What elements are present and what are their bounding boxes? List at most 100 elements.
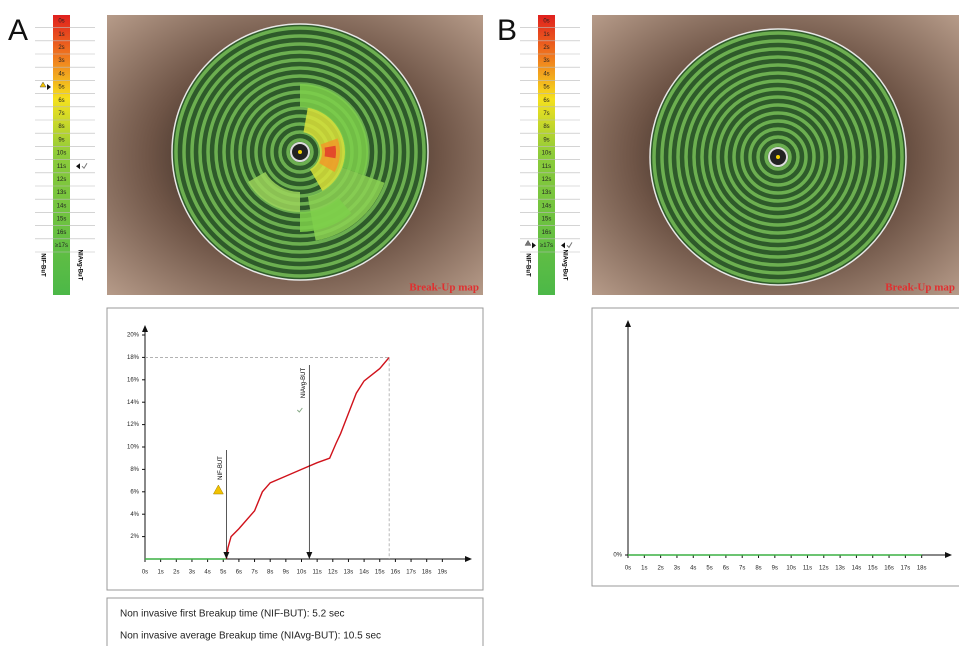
x-tick-label: 2s xyxy=(173,570,179,576)
scale-label: 15s xyxy=(57,217,67,223)
y-tick-label: 10% xyxy=(127,445,140,451)
x-tick-label: 4s xyxy=(690,566,696,572)
panel-label: B xyxy=(497,14,517,47)
x-tick-label: 15s xyxy=(375,570,385,576)
scale-label: 12s xyxy=(542,177,552,183)
scale-label: 6s xyxy=(58,98,64,104)
annotation-label: NIAvg-BUT xyxy=(301,368,307,399)
annotation-label: NIF-BUT xyxy=(218,456,224,480)
scale-label: 16s xyxy=(57,230,67,236)
panel-label: A xyxy=(8,14,28,47)
scale-left-label: NIF-BuT xyxy=(39,253,45,277)
x-tick-label: 16s xyxy=(391,570,401,576)
scale-label: 13s xyxy=(542,190,552,196)
scale-label: 11s xyxy=(542,164,551,170)
scale-label: 5s xyxy=(543,85,549,91)
x-tick-label: 14s xyxy=(359,570,369,576)
x-tick-label: 18s xyxy=(422,570,432,576)
scale-label: 8s xyxy=(543,124,549,130)
x-tick-label: 7s xyxy=(251,570,257,576)
scale-label: 15s xyxy=(542,217,552,223)
scale-label: 6s xyxy=(543,98,549,104)
scale-label: 9s xyxy=(543,137,549,143)
x-tick-label: 8s xyxy=(267,570,273,576)
scale-label: 2s xyxy=(543,45,549,51)
y-tick-label: 16% xyxy=(127,377,140,383)
x-tick-label: 5s xyxy=(220,570,226,576)
x-tick-label: 3s xyxy=(189,570,195,576)
y-tick-label: 6% xyxy=(130,489,139,495)
summary-line: Non invasive average Breakup time (NIAvg… xyxy=(120,631,381,642)
x-tick-label: 12s xyxy=(819,566,829,572)
x-tick-label: 11s xyxy=(313,570,322,576)
center-dot xyxy=(298,150,302,154)
x-tick-label: 6s xyxy=(236,570,242,576)
map-label: Break-Up map xyxy=(409,282,479,294)
scale-label: 16s xyxy=(542,230,552,236)
x-tick-label: 13s xyxy=(344,570,354,576)
x-tick-label: 10s xyxy=(297,570,307,576)
x-tick-label: 9s xyxy=(283,570,289,576)
y-tick-label: 14% xyxy=(127,400,140,406)
scale-label: 2s xyxy=(58,45,64,51)
scale-label: 4s xyxy=(543,71,549,77)
y-tick-label: 4% xyxy=(130,512,139,518)
scale-label: 7s xyxy=(58,111,64,117)
scale-left-label: NIF-BuT xyxy=(524,253,530,277)
x-tick-label: 4s xyxy=(204,570,210,576)
x-tick-label: 6s xyxy=(723,566,729,572)
x-tick-label: 9s xyxy=(772,566,778,572)
breakup-patch xyxy=(325,146,336,159)
scale-label: 4s xyxy=(58,71,64,77)
x-tick-label: 12s xyxy=(328,570,338,576)
scale-label: 13s xyxy=(57,190,67,196)
scale-label: 1s xyxy=(58,32,64,38)
center-dot xyxy=(776,155,780,159)
scale-label: 14s xyxy=(542,203,552,209)
scale-label: 10s xyxy=(57,151,67,157)
scale-label: ≥17s xyxy=(55,243,68,249)
x-tick-label: 11s xyxy=(803,566,812,572)
scale-label: ≥17s xyxy=(540,243,553,249)
x-tick-label: 19s xyxy=(438,570,448,576)
scale-right-label: NIAvg-BuT xyxy=(561,250,567,281)
y-tick-label: 12% xyxy=(127,422,140,428)
x-tick-label: 7s xyxy=(739,566,745,572)
scale-label: 9s xyxy=(58,137,64,143)
x-tick-label: 13s xyxy=(835,566,845,572)
x-tick-label: 18s xyxy=(917,566,927,572)
scale-label: 7s xyxy=(543,111,549,117)
scale-label: 1s xyxy=(543,32,549,38)
x-tick-label: 5s xyxy=(706,566,712,572)
scale-label: 10s xyxy=(542,151,552,157)
x-tick-label: 14s xyxy=(852,566,862,572)
x-tick-label: 15s xyxy=(868,566,878,572)
y-tick-label: 18% xyxy=(127,355,140,361)
y-tick-label: 20% xyxy=(127,333,140,339)
scale-label: 3s xyxy=(543,58,549,64)
page: Non invasive first Breakup time (NIF-BUT… xyxy=(0,0,959,651)
x-tick-label: 10s xyxy=(786,566,796,572)
y-tick-label: 0% xyxy=(613,553,622,559)
x-tick-label: 17s xyxy=(901,566,911,572)
x-tick-label: 17s xyxy=(406,570,416,576)
scale-label: 0s xyxy=(58,19,64,25)
x-tick-label: 16s xyxy=(884,566,894,572)
x-tick-label: 0s xyxy=(625,566,631,572)
scale-label: 14s xyxy=(57,203,67,209)
scale-label: 3s xyxy=(58,58,64,64)
scale-label: 5s xyxy=(58,85,64,91)
x-tick-label: 2s xyxy=(657,566,663,572)
y-tick-label: 8% xyxy=(130,467,139,473)
x-tick-label: 3s xyxy=(674,566,680,572)
x-tick-label: 1s xyxy=(641,566,647,572)
map-label: Break-Up map xyxy=(885,282,955,294)
x-tick-label: 1s xyxy=(157,570,163,576)
y-tick-label: 2% xyxy=(130,534,139,540)
scale-label: 0s xyxy=(543,19,549,25)
scale-label: 12s xyxy=(57,177,67,183)
figure: Non invasive first Breakup time (NIF-BUT… xyxy=(0,0,959,646)
x-tick-label: 8s xyxy=(755,566,761,572)
scale-right-label: NIAvg-BuT xyxy=(76,250,82,281)
scale-label: 11s xyxy=(57,164,66,170)
